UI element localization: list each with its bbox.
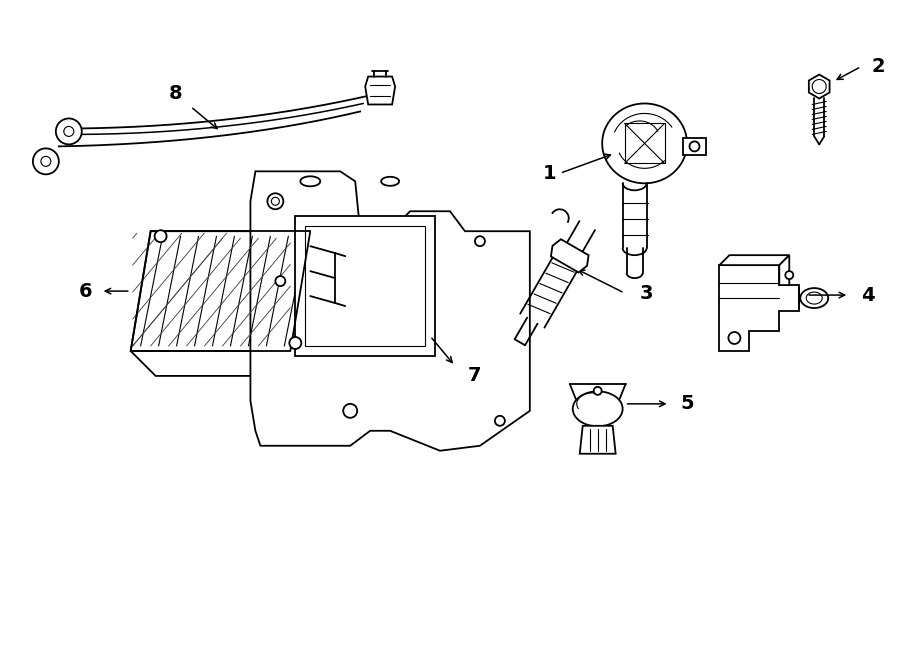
Polygon shape xyxy=(580,426,616,453)
Polygon shape xyxy=(682,138,707,155)
Polygon shape xyxy=(719,265,799,351)
Polygon shape xyxy=(625,124,664,163)
Circle shape xyxy=(343,404,357,418)
Text: 5: 5 xyxy=(680,395,694,413)
Polygon shape xyxy=(291,231,335,376)
Circle shape xyxy=(275,276,285,286)
Polygon shape xyxy=(130,231,310,351)
Circle shape xyxy=(786,271,793,279)
Polygon shape xyxy=(250,171,530,451)
Circle shape xyxy=(689,141,699,151)
Circle shape xyxy=(40,157,50,167)
Circle shape xyxy=(33,148,58,175)
Circle shape xyxy=(64,126,74,136)
Circle shape xyxy=(475,236,485,246)
Polygon shape xyxy=(809,75,830,98)
Text: 6: 6 xyxy=(79,282,93,301)
Circle shape xyxy=(56,118,82,144)
Polygon shape xyxy=(130,351,315,376)
Circle shape xyxy=(155,230,166,242)
Circle shape xyxy=(289,337,302,349)
Circle shape xyxy=(267,193,284,210)
Text: 4: 4 xyxy=(861,286,875,305)
Polygon shape xyxy=(551,239,589,272)
Circle shape xyxy=(495,416,505,426)
Polygon shape xyxy=(779,255,789,285)
Text: 7: 7 xyxy=(468,366,482,385)
Circle shape xyxy=(728,332,741,344)
Circle shape xyxy=(594,387,602,395)
Text: 2: 2 xyxy=(871,57,885,76)
Circle shape xyxy=(272,197,279,206)
Text: 8: 8 xyxy=(169,84,183,103)
Polygon shape xyxy=(719,255,789,265)
Polygon shape xyxy=(365,77,395,104)
Text: 3: 3 xyxy=(640,284,653,303)
Text: 1: 1 xyxy=(543,164,556,183)
Polygon shape xyxy=(295,216,435,356)
